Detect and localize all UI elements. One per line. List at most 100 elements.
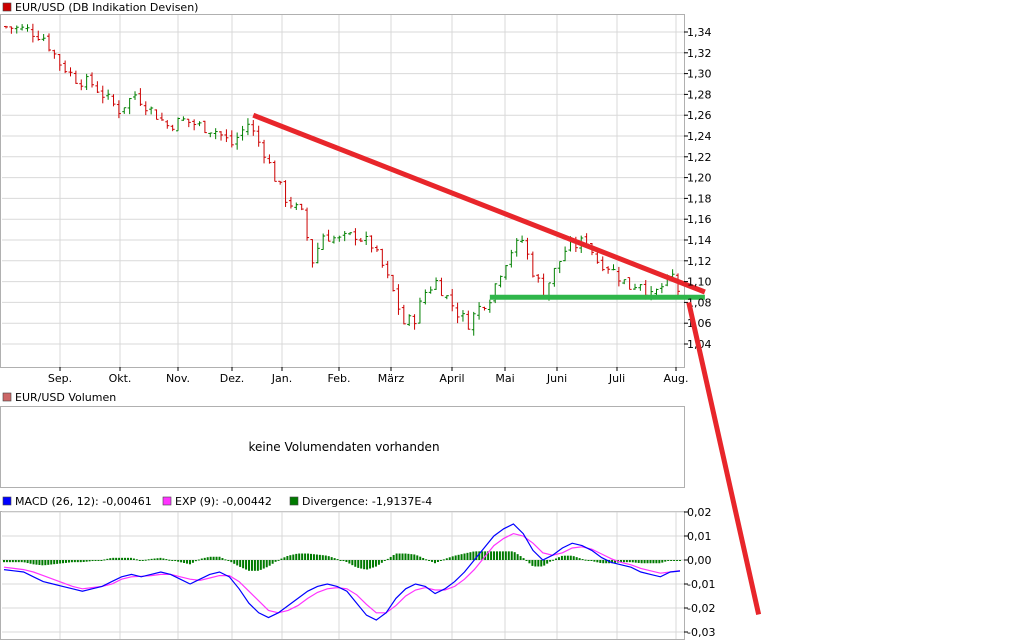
divergence-bar <box>428 560 431 561</box>
divergence-bar <box>271 560 274 564</box>
divergence-bar <box>540 560 543 567</box>
divergence-bar <box>289 555 292 560</box>
divergence-bar <box>3 560 5 563</box>
divergence-bar <box>298 553 301 560</box>
divergence-bar <box>413 554 416 560</box>
divergence-bar <box>605 560 608 564</box>
divergence-bar <box>466 552 469 560</box>
divergence-bar <box>168 559 171 561</box>
divergence-bar <box>283 557 286 560</box>
divergence-bar <box>631 560 634 563</box>
macd-panel: MACD (26, 12): -0,00461 EXP (9): -0,0044… <box>0 495 715 640</box>
divergence-bar <box>171 560 174 561</box>
price-x-tick-label: Feb. <box>328 372 351 385</box>
exp-line <box>3 532 681 614</box>
divergence-bar <box>159 557 162 560</box>
divergence-bar <box>383 560 386 561</box>
volume-message: keine Volumendaten vorhanden <box>248 440 439 454</box>
divergence-bar <box>637 560 640 564</box>
divergence-bar <box>165 559 168 561</box>
divergence-bar <box>318 554 321 560</box>
price-y-tick-label: 1,12 <box>687 255 712 268</box>
divergence-bar <box>177 560 180 562</box>
divergence-bar <box>525 560 528 561</box>
divergence-bar <box>333 558 336 560</box>
divergence-bar <box>374 560 377 567</box>
divergence-bar <box>112 557 115 560</box>
divergence-bar <box>670 560 673 561</box>
price-x-tick-label: Okt. <box>109 372 132 385</box>
divergence-bar <box>250 560 253 571</box>
price-x-tick-label: Nov. <box>166 372 190 385</box>
divergence-bar <box>85 560 88 562</box>
divergence-bar <box>360 560 363 569</box>
divergence-bar <box>194 560 197 562</box>
price-plot-border <box>0 14 685 368</box>
price-x-tick-label: Sep. <box>48 372 72 385</box>
macd-y-tick-label: -0,03 <box>687 626 715 639</box>
divergence-bar <box>543 560 546 566</box>
divergence-bar <box>348 560 351 564</box>
divergence-bar <box>56 560 59 564</box>
price-x-tick-label: März <box>378 372 405 385</box>
divergence-bar <box>5 560 8 563</box>
divergence-bar <box>209 556 212 560</box>
divergence-bar <box>197 559 200 561</box>
projection-line <box>686 301 762 615</box>
divergence-bar <box>265 560 268 568</box>
divergence-bar <box>188 560 191 565</box>
divergence-bar <box>62 560 65 564</box>
macd-y-tick-label: 0,00 <box>687 554 712 567</box>
divergence-bar <box>206 557 209 560</box>
divergence-bar <box>59 560 62 564</box>
divergence-bar <box>593 560 596 562</box>
divergence-bar <box>38 560 41 565</box>
divergence-bar <box>537 560 540 567</box>
divergence-bar <box>44 560 47 566</box>
divergence-bar <box>76 560 79 563</box>
divergence-bar <box>673 560 676 561</box>
divergence-bar <box>174 560 177 562</box>
divergence-bar <box>200 558 203 560</box>
divergence-bar <box>628 560 631 563</box>
divergence-bar <box>64 560 67 563</box>
divergence-bar <box>109 558 112 560</box>
macd-y-tick-label: -0,01 <box>687 578 715 591</box>
divergence-bar <box>407 553 410 560</box>
divergence-bar <box>596 560 599 563</box>
macd-y-tick-label: 0,01 <box>687 530 712 543</box>
divergence-bar <box>676 560 679 561</box>
divergence-bar <box>611 560 614 564</box>
divergence-bar <box>183 560 186 563</box>
divergence-bar <box>475 551 478 560</box>
divergence-bar <box>100 560 103 561</box>
divergence-bar <box>557 557 560 560</box>
divergence-bar <box>549 560 552 562</box>
price-bars <box>4 23 680 336</box>
divergence-bar <box>129 557 132 560</box>
divergence-bar <box>315 554 318 560</box>
divergence-bar <box>218 556 221 560</box>
price-y-tick-label: 1,32 <box>687 47 712 60</box>
divergence-bar <box>422 557 425 560</box>
divergence-bar <box>180 560 183 563</box>
exp-legend-swatch <box>162 496 172 506</box>
divergence-bar <box>522 558 525 560</box>
divergence-bar <box>566 555 569 560</box>
divergence-bar <box>622 560 625 563</box>
divergence-bar <box>115 557 118 560</box>
divergence-bar <box>239 560 242 567</box>
price-y-tick-label: 1,30 <box>687 68 712 81</box>
divergence-bar <box>419 556 422 560</box>
divergence-bar <box>304 553 307 560</box>
divergence-bar <box>70 560 73 563</box>
divergence-bar <box>245 560 248 570</box>
divergence-bar <box>602 560 605 564</box>
price-y-axis: 1,34 1,32 1,30 1,28 1,26 1,24 1,22 1,20 1,18 1,16… <box>684 26 712 351</box>
divergence-bar <box>262 560 265 569</box>
divergence-bar <box>433 560 436 564</box>
price-x-axis: Sep. Okt. Nov. Dez. Jan. Feb. März April Mai Juni… <box>48 367 689 385</box>
price-x-tick-label: Aug. <box>664 372 689 385</box>
divergence-bar <box>248 560 251 571</box>
divergence-bar <box>324 555 327 560</box>
